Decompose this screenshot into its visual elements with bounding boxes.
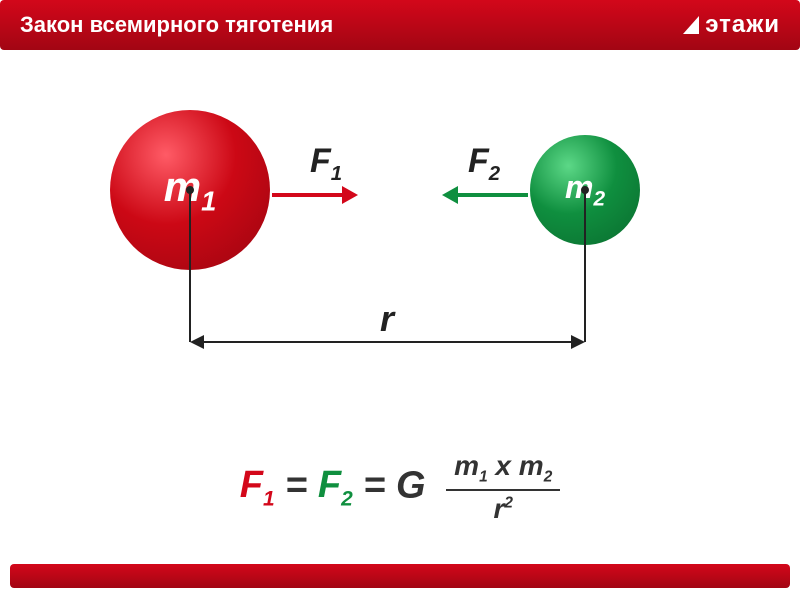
- force-1-label: F1: [310, 142, 342, 186]
- force-2-label: F2: [468, 142, 500, 186]
- force-arrow-1: [272, 186, 358, 204]
- gravitation-formula: F1 = F2 = G m1 x m2 r2: [0, 450, 800, 525]
- distance-label: r: [380, 298, 394, 340]
- force-arrow-2: [442, 186, 528, 204]
- logo: этажи: [683, 11, 780, 39]
- gravitation-diagram: m1 m2 F1 F2 r: [0, 90, 800, 410]
- building-icon: [683, 16, 699, 34]
- page-title: Закон всемирного тяготения: [20, 12, 333, 38]
- header-bar: Закон всемирного тяготения этажи: [0, 0, 800, 50]
- logo-text: этажи: [705, 11, 780, 39]
- footer-bar: [10, 564, 790, 588]
- distance-marker-left: [189, 190, 191, 342]
- distance-marker-right: [584, 190, 586, 342]
